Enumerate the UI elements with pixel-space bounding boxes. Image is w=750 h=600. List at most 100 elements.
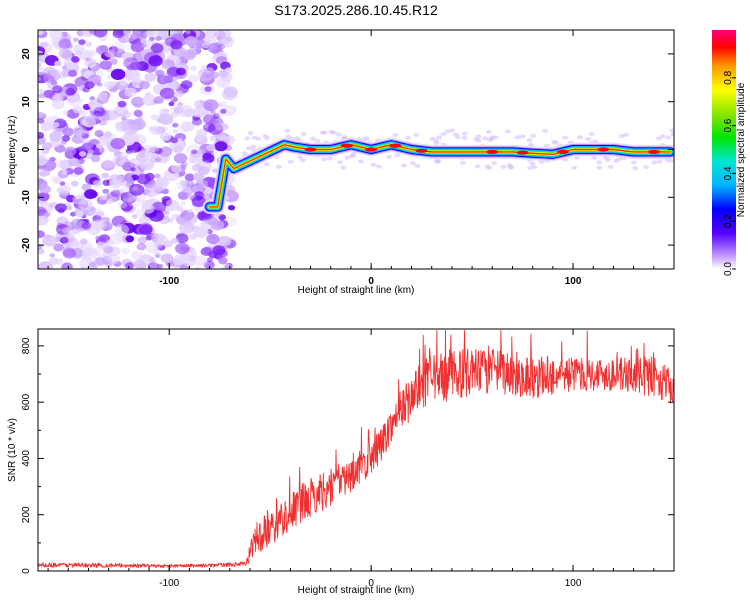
noise-blob	[106, 198, 114, 205]
noise-blob	[191, 196, 206, 207]
noise-blob	[145, 92, 152, 97]
noise-blob	[588, 131, 595, 136]
noise-blob	[38, 88, 45, 94]
noise-blob	[81, 247, 98, 260]
noise-blob	[77, 146, 87, 153]
noise-blob	[122, 123, 138, 135]
noise-blob	[223, 135, 236, 145]
noise-blob	[241, 151, 248, 156]
noise-blob	[574, 155, 580, 160]
noise-blob	[114, 105, 129, 117]
colorbar-tick-label: 0.2	[723, 214, 734, 228]
noise-blob	[197, 179, 209, 188]
noise-blob	[175, 242, 190, 255]
noise-blob	[434, 158, 441, 163]
noise-blob	[85, 114, 100, 126]
y-tick-label: 20	[21, 48, 32, 60]
noise-blob	[571, 165, 578, 170]
noise-blob	[392, 132, 399, 137]
noise-blob	[184, 36, 198, 47]
noise-blob	[68, 69, 78, 77]
y-tick-label: 800	[21, 337, 32, 354]
noise-blob	[88, 74, 102, 85]
noise-blob	[115, 232, 128, 242]
noise-blob	[461, 136, 468, 140]
noise-blob	[66, 95, 82, 107]
noise-blob	[193, 255, 208, 267]
colorbar-tick-label: 0.4	[723, 166, 734, 180]
noise-blob	[149, 36, 155, 42]
noise-blob	[116, 200, 128, 209]
noise-blob	[38, 50, 44, 56]
noise-blob	[178, 124, 189, 133]
noise-blob	[71, 218, 85, 230]
noise-blob	[212, 245, 226, 256]
noise-blob	[287, 159, 294, 164]
noise-blob	[170, 237, 179, 244]
signal-peak	[647, 149, 660, 154]
noise-blob	[95, 211, 105, 219]
noise-blob	[62, 227, 72, 235]
noise-blob	[184, 173, 195, 182]
noise-blob	[487, 137, 494, 142]
noise-blob	[131, 96, 145, 108]
noise-blob	[591, 155, 597, 160]
noise-blob	[87, 149, 94, 155]
noise-blob	[670, 132, 674, 137]
noise-blob	[300, 132, 307, 137]
x-tick-label: -100	[159, 276, 179, 287]
noise-blob	[655, 136, 662, 141]
noise-blob	[197, 128, 207, 137]
noise-blob	[52, 85, 63, 94]
noise-blob	[96, 143, 104, 149]
noise-blob	[213, 51, 228, 62]
noise-blob	[94, 129, 104, 138]
noise-blob	[191, 149, 198, 155]
x-tick-label: 0	[368, 276, 374, 287]
noise-blob	[340, 165, 347, 170]
noise-blob	[225, 189, 235, 197]
noise-blob	[630, 160, 637, 165]
x-tick-label: 0	[368, 578, 374, 589]
noise-blob	[62, 127, 74, 137]
noise-blob	[129, 158, 142, 168]
noise-blob	[161, 126, 169, 132]
noise-blob	[89, 30, 97, 35]
noise-blob	[244, 136, 251, 141]
noise-blob	[414, 163, 421, 168]
noise-blob	[102, 159, 114, 169]
noise-blob	[616, 156, 623, 161]
noise-blob	[117, 113, 124, 118]
noise-blob	[155, 36, 162, 41]
noise-blob	[49, 131, 63, 142]
noise-blob	[60, 243, 70, 250]
noise-blob	[183, 213, 198, 225]
noise-blob	[148, 55, 163, 67]
colorbar-tick-label: 0.8	[723, 70, 734, 84]
noise-blob	[79, 238, 88, 245]
noise-blob	[562, 135, 569, 140]
noise-blob	[78, 98, 85, 103]
noise-blob	[607, 164, 614, 169]
noise-blob	[137, 262, 147, 269]
noise-blob	[107, 111, 119, 120]
noise-blob	[93, 106, 107, 117]
noise-blob	[101, 172, 109, 179]
noise-blob	[189, 65, 198, 72]
noise-blob	[326, 156, 333, 161]
noise-blob	[52, 122, 60, 128]
noise-blob	[294, 136, 300, 141]
noise-blob	[114, 121, 123, 128]
noise-blob	[81, 221, 92, 230]
noise-blob	[171, 76, 178, 82]
noise-blob	[99, 60, 112, 70]
noise-blob	[202, 114, 216, 125]
noise-blob	[206, 144, 216, 152]
noise-blob	[276, 164, 282, 169]
noise-blob	[218, 257, 228, 265]
noise-blob	[57, 184, 72, 196]
colorbar: 0.0 0.2 0.4 0.6 0.8 Normalized spectral ampl…	[712, 30, 747, 276]
noise-blob	[404, 135, 411, 140]
